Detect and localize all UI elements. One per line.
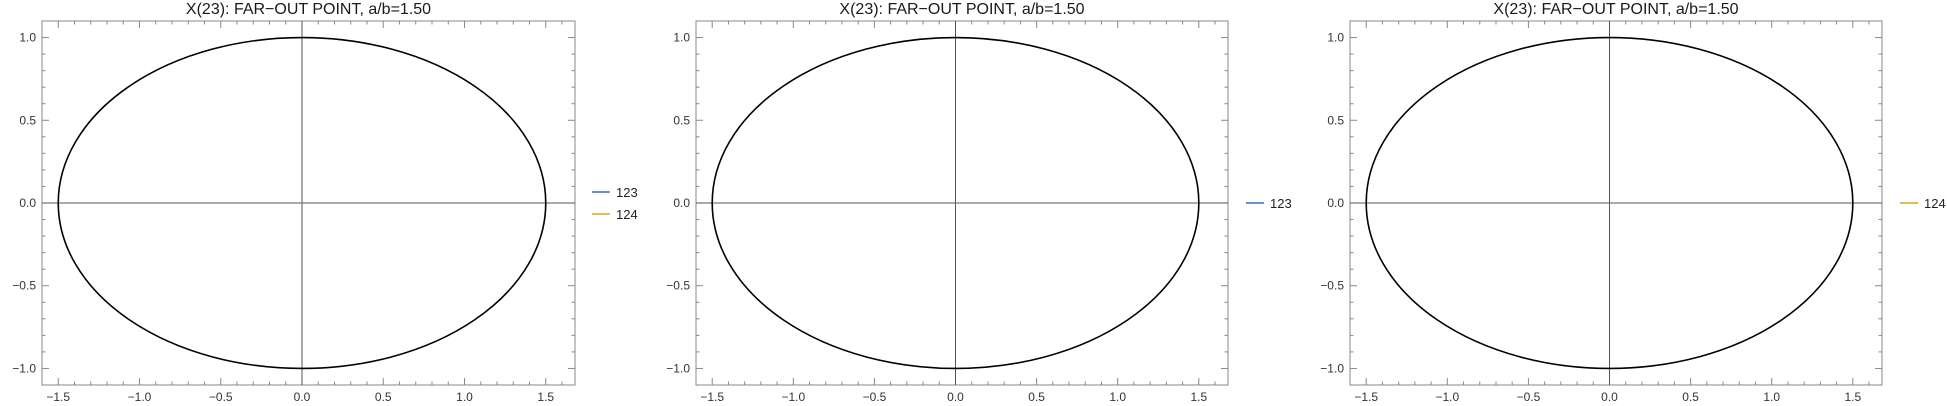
x-tick-label: 1.5 [537, 390, 554, 404]
y-tick-label: 1.0 [1327, 31, 1344, 45]
x-tick-label: 0.0 [1601, 390, 1618, 404]
x-tick-label: 1.5 [1190, 390, 1207, 404]
x-tick-label: 1.5 [1844, 390, 1861, 404]
x-tick-label: 0.5 [1682, 390, 1699, 404]
x-tick-label: −1.0 [128, 390, 152, 404]
x-tick-label: 0.0 [947, 390, 964, 404]
x-tick-label: 0.5 [375, 390, 392, 404]
y-tick-label: −1.0 [666, 361, 690, 375]
chart-panel-1: −1.5 −1.0 −0.5 0.0 0.5 1.0 1.5 −1.0 −0.5 0.0 0.5 1.… [12, 1, 637, 404]
x-tick-label: −1.0 [1435, 390, 1459, 404]
x-tick-label: 0.5 [1028, 390, 1045, 404]
legend-label-123: 123 [616, 185, 638, 200]
x-tick-label: −1.5 [1354, 390, 1378, 404]
x-tick-label: 1.0 [1109, 390, 1126, 404]
x-tick-label: −0.5 [863, 390, 887, 404]
chart-panel-3: −1.5 −1.0 −0.5 0.0 0.5 1.0 1.5 −1.0 −0.5 0.0 0.5 1.… [1320, 1, 1945, 404]
y-tick-label: 0.0 [1327, 196, 1344, 210]
y-tick-label: 1.0 [19, 31, 36, 45]
legend-label-123: 123 [1270, 196, 1292, 211]
x-tick-label: −0.5 [1517, 390, 1541, 404]
y-tick-label: −0.5 [1320, 279, 1344, 293]
y-tick-label: 0.0 [673, 196, 690, 210]
x-tick-label: 1.0 [1763, 390, 1780, 404]
y-tick-label: 0.5 [19, 113, 36, 127]
y-tick-label: −0.5 [12, 279, 36, 293]
y-tick-label: 0.5 [673, 113, 690, 127]
chart-title: X(23): FAR−OUT POINT, a/b=1.50 [1493, 1, 1738, 18]
y-tick-label: −1.0 [12, 361, 36, 375]
x-tick-label: 0.0 [294, 390, 311, 404]
y-tick-label: 0.5 [1327, 113, 1344, 127]
y-tick-label: −0.5 [666, 279, 690, 293]
x-tick-label: −1.5 [46, 390, 70, 404]
ellipse-curve [57, 36, 547, 370]
ellipse-curve [1365, 36, 1854, 370]
ellipse-curve [711, 36, 1200, 370]
x-tick-label: 1.0 [456, 390, 473, 404]
legend-label-124: 124 [1924, 196, 1946, 211]
chart-title: X(23): FAR−OUT POINT, a/b=1.50 [186, 1, 431, 18]
chart-title: X(23): FAR−OUT POINT, a/b=1.50 [839, 1, 1084, 18]
legend-label-124: 124 [616, 207, 638, 222]
y-tick-label: 0.0 [19, 196, 36, 210]
y-tick-label: −1.0 [1320, 361, 1344, 375]
x-tick-label: −0.5 [209, 390, 233, 404]
x-tick-label: −1.5 [700, 390, 724, 404]
chart-panel-2: −1.5 −1.0 −0.5 0.0 0.5 1.0 1.5 −1.0 −0.5 0.0 0.5 1.… [666, 1, 1291, 404]
y-tick-label: 1.0 [673, 31, 690, 45]
x-tick-label: −1.0 [781, 390, 805, 404]
